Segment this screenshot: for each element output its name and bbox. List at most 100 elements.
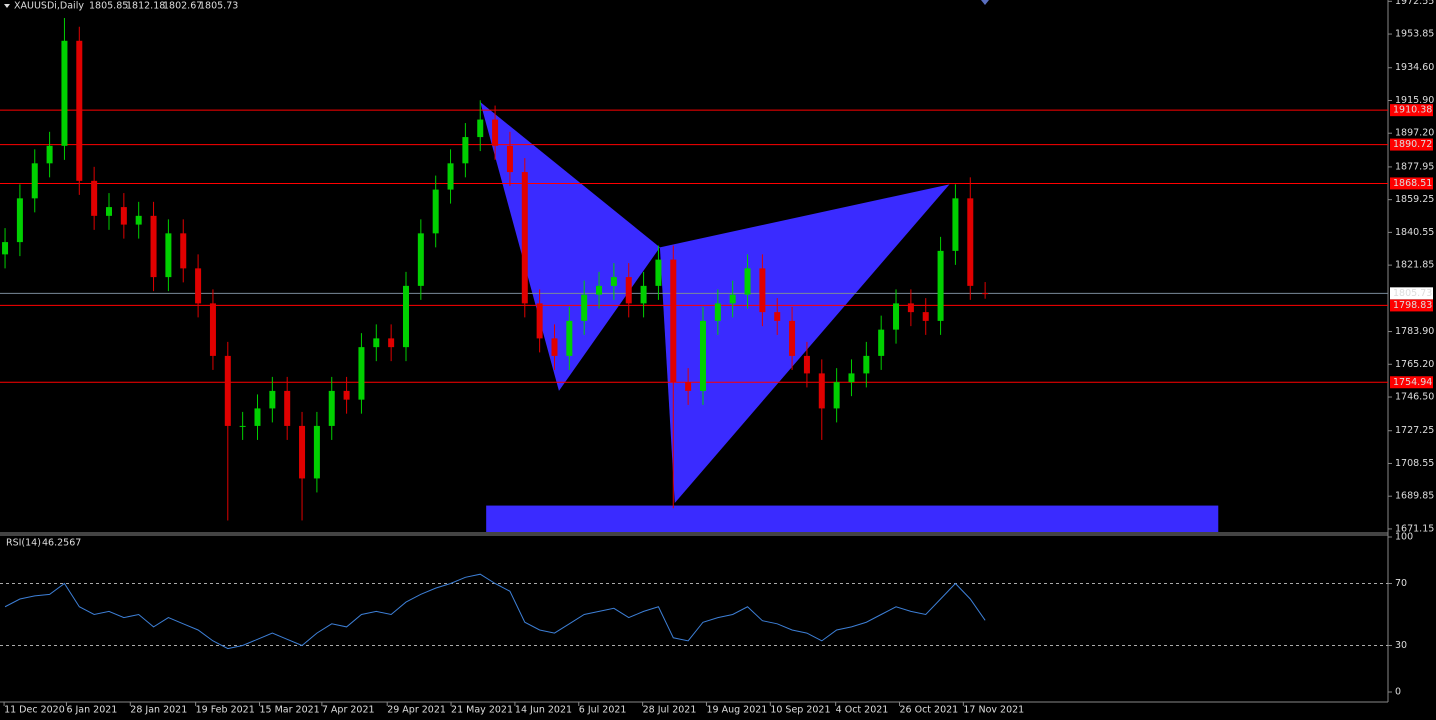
level-tag bbox=[1390, 376, 1433, 389]
level-label: 1754.94 bbox=[1393, 377, 1432, 388]
header-close: 1805.73 bbox=[199, 1, 238, 12]
candle-body bbox=[729, 294, 736, 304]
x-tick-label: 17 Nov 2021 bbox=[963, 705, 1024, 716]
y-tick-label: 1783.90 bbox=[1395, 326, 1434, 337]
candle-body bbox=[699, 320, 706, 391]
candle-body bbox=[2, 242, 9, 255]
y-tick-label: 1821.85 bbox=[1395, 260, 1434, 271]
candle-body bbox=[655, 259, 662, 286]
candle-body bbox=[165, 233, 172, 278]
candle-body bbox=[492, 119, 499, 146]
candle-body bbox=[551, 338, 558, 356]
price-label: 1805.73 bbox=[1393, 288, 1432, 299]
y-tick-label: 1765.20 bbox=[1395, 359, 1434, 370]
x-tick-label: 15 Mar 2021 bbox=[259, 705, 319, 716]
candle-body bbox=[596, 285, 603, 295]
candle-body bbox=[477, 119, 484, 138]
x-tick-label: 19 Aug 2021 bbox=[706, 705, 767, 716]
candle-body bbox=[91, 180, 98, 216]
candle-body bbox=[299, 425, 306, 479]
y-tick-label: 1877.95 bbox=[1395, 161, 1434, 172]
candle-body bbox=[878, 329, 885, 356]
symbol-title: XAUUSDi,Daily bbox=[14, 1, 84, 12]
candle-body bbox=[447, 163, 454, 190]
level-label: 1798.83 bbox=[1393, 300, 1432, 311]
x-tick-label: 28 Jul 2021 bbox=[643, 705, 697, 716]
menu-arrow bbox=[4, 4, 10, 8]
candle-body bbox=[417, 233, 424, 286]
candle-body bbox=[402, 285, 409, 348]
x-tick-label: 28 Jan 2021 bbox=[130, 705, 187, 716]
candle-body bbox=[388, 338, 395, 348]
x-tick-label: 7 Apr 2021 bbox=[322, 705, 375, 716]
candle-body bbox=[803, 355, 810, 374]
candle-body bbox=[848, 373, 855, 383]
header-low: 1802.67 bbox=[163, 1, 202, 12]
rsi-title: RSI(14) bbox=[6, 538, 41, 549]
candle-body bbox=[536, 303, 543, 339]
candle-body bbox=[343, 390, 350, 400]
candle-body bbox=[269, 390, 276, 409]
y-tick-label: 1727.25 bbox=[1395, 425, 1434, 436]
candle-body bbox=[195, 268, 202, 304]
candle-body bbox=[61, 40, 68, 146]
candle-body bbox=[224, 355, 231, 426]
rsi-line bbox=[4, 573, 986, 650]
candle-body bbox=[254, 408, 261, 426]
header-open: 1805.85 bbox=[89, 1, 128, 12]
level-tag bbox=[1390, 104, 1433, 117]
x-tick-label: 19 Feb 2021 bbox=[196, 705, 255, 716]
candle-body bbox=[774, 312, 781, 321]
candle-body bbox=[744, 268, 751, 295]
candle-body bbox=[209, 303, 216, 356]
y-tick-label: 1897.20 bbox=[1395, 128, 1434, 139]
candle-body bbox=[105, 207, 112, 216]
rsi-tick-label: 70 bbox=[1395, 578, 1407, 589]
candle-body bbox=[952, 198, 959, 251]
y-tick-label: 1689.85 bbox=[1395, 491, 1434, 502]
candle-body bbox=[967, 198, 974, 286]
candle-body bbox=[789, 320, 796, 356]
candle-body bbox=[640, 285, 647, 304]
candle-body bbox=[818, 373, 825, 409]
x-tick-label: 21 May 2021 bbox=[451, 705, 513, 716]
candle-body bbox=[685, 382, 692, 391]
candle-body bbox=[16, 198, 23, 243]
x-tick-label: 6 Jan 2021 bbox=[66, 705, 117, 716]
candle-body bbox=[462, 137, 469, 164]
x-tick-label: 26 Oct 2021 bbox=[900, 705, 959, 716]
x-tick-label: 6 Jul 2021 bbox=[579, 705, 627, 716]
marker bbox=[981, 0, 989, 5]
candle-body bbox=[284, 390, 291, 426]
candle-body bbox=[610, 277, 617, 286]
level-tag bbox=[1390, 177, 1433, 190]
price-tag bbox=[1390, 287, 1433, 300]
candle-body bbox=[670, 259, 677, 383]
candle-body bbox=[982, 293, 989, 295]
level-label: 1910.38 bbox=[1393, 105, 1432, 116]
y-tick-label: 1953.85 bbox=[1395, 29, 1434, 40]
candle-body bbox=[46, 145, 53, 164]
candle-body bbox=[759, 268, 766, 313]
x-tick-label: 10 Sep 2021 bbox=[770, 705, 830, 716]
y-tick-label: 1840.55 bbox=[1395, 227, 1434, 238]
x-tick-label: 4 Oct 2021 bbox=[836, 705, 889, 716]
candle-body bbox=[833, 382, 840, 409]
candle-body bbox=[581, 294, 588, 321]
candle-body bbox=[506, 145, 513, 173]
candle-body bbox=[937, 250, 944, 321]
candle-body bbox=[907, 303, 914, 313]
level-tag bbox=[1390, 138, 1433, 151]
candle-body bbox=[120, 207, 127, 225]
candle-body bbox=[135, 215, 142, 225]
y-tick-label: 1859.25 bbox=[1395, 194, 1434, 205]
candle-body bbox=[566, 320, 573, 356]
candle-body bbox=[313, 425, 320, 479]
candle-body bbox=[239, 425, 246, 427]
rsi-tick-label: 30 bbox=[1395, 640, 1407, 651]
x-tick-label: 11 Dec 2020 bbox=[4, 705, 65, 716]
zone bbox=[486, 505, 1219, 532]
candle-body bbox=[922, 312, 929, 321]
rsi-tick-label: 0 bbox=[1395, 687, 1401, 698]
